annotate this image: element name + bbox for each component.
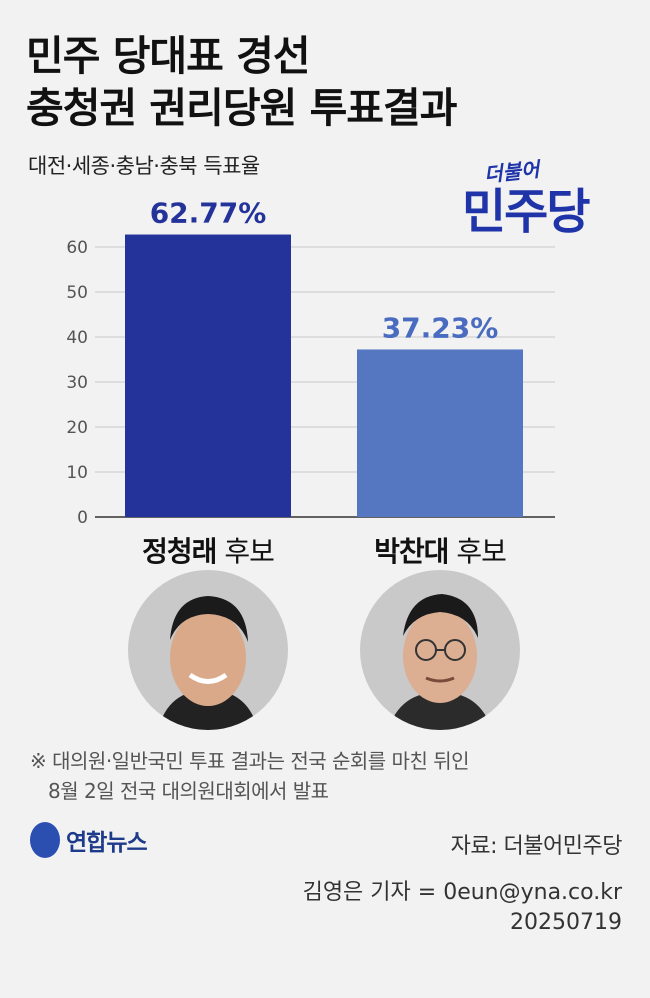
reporter-credit: 김영은 기자 = 0eun@yna.co.kr xyxy=(302,880,622,905)
y-tick-label-50: 50 xyxy=(66,283,88,303)
bar-chart: 0 10 20 30 40 50 60 62.77% 37.23% xyxy=(66,197,555,528)
candidate-1-suffix: 후보 xyxy=(224,535,275,568)
candidate-1-photo xyxy=(128,570,288,730)
agency-name: 연합뉴스 xyxy=(66,830,148,856)
title-line-1: 민주 당대표 경선 xyxy=(26,32,311,80)
bar-1 xyxy=(125,234,291,517)
date-stamp: 20250719 xyxy=(510,910,622,935)
y-tick-label-10: 10 xyxy=(66,463,88,483)
candidate-1-name-text: 정청래 xyxy=(142,535,217,568)
page-title: 민주 당대표 경선 충청권 권리당원 투표결과 xyxy=(26,30,457,134)
y-tick-label-60: 60 xyxy=(66,238,88,258)
footnote-line-2: 8월 2일 전국 대의원대회에서 발표 xyxy=(48,779,329,803)
y-tick-label-40: 40 xyxy=(66,328,88,348)
footnote: ※ 대의원·일반국민 투표 결과는 전국 순회를 마친 뒤인 8월 2일 전국 … xyxy=(30,746,470,806)
candidate-2-name: 박찬대 후보 xyxy=(330,530,550,570)
democratic-party-logo: 더불어 민주당 xyxy=(462,152,632,242)
footnote-line-1: ※ 대의원·일반국민 투표 결과는 전국 순회를 마친 뒤인 xyxy=(30,749,470,773)
chart-subtitle: 대전·세종·충남·충북 득표율 xyxy=(28,154,260,178)
source-text: 자료: 더불어민주당 xyxy=(450,834,623,859)
bar-2-value-label: 37.23% xyxy=(382,311,499,344)
y-tick-label-0: 0 xyxy=(77,508,88,528)
candidate-2-suffix: 후보 xyxy=(456,535,507,568)
bar-1-value-label: 62.77% xyxy=(150,197,267,230)
candidate-1-name: 정청래 후보 xyxy=(98,530,318,570)
logo-big-text: 민주당 xyxy=(462,184,590,240)
title-line-2: 충청권 권리당원 투표결과 xyxy=(26,84,457,132)
globe-icon xyxy=(30,822,60,858)
candidate-2-name-text: 박찬대 xyxy=(374,535,449,568)
yonhap-logo: 연합뉴스 xyxy=(30,822,148,858)
bar-2 xyxy=(357,349,523,517)
y-tick-label-30: 30 xyxy=(66,373,88,393)
credit: 김영은 기자 = 0eun@yna.co.kr 20250719 xyxy=(303,878,622,938)
y-tick-label-20: 20 xyxy=(66,418,88,438)
candidate-2-photo xyxy=(360,570,520,730)
